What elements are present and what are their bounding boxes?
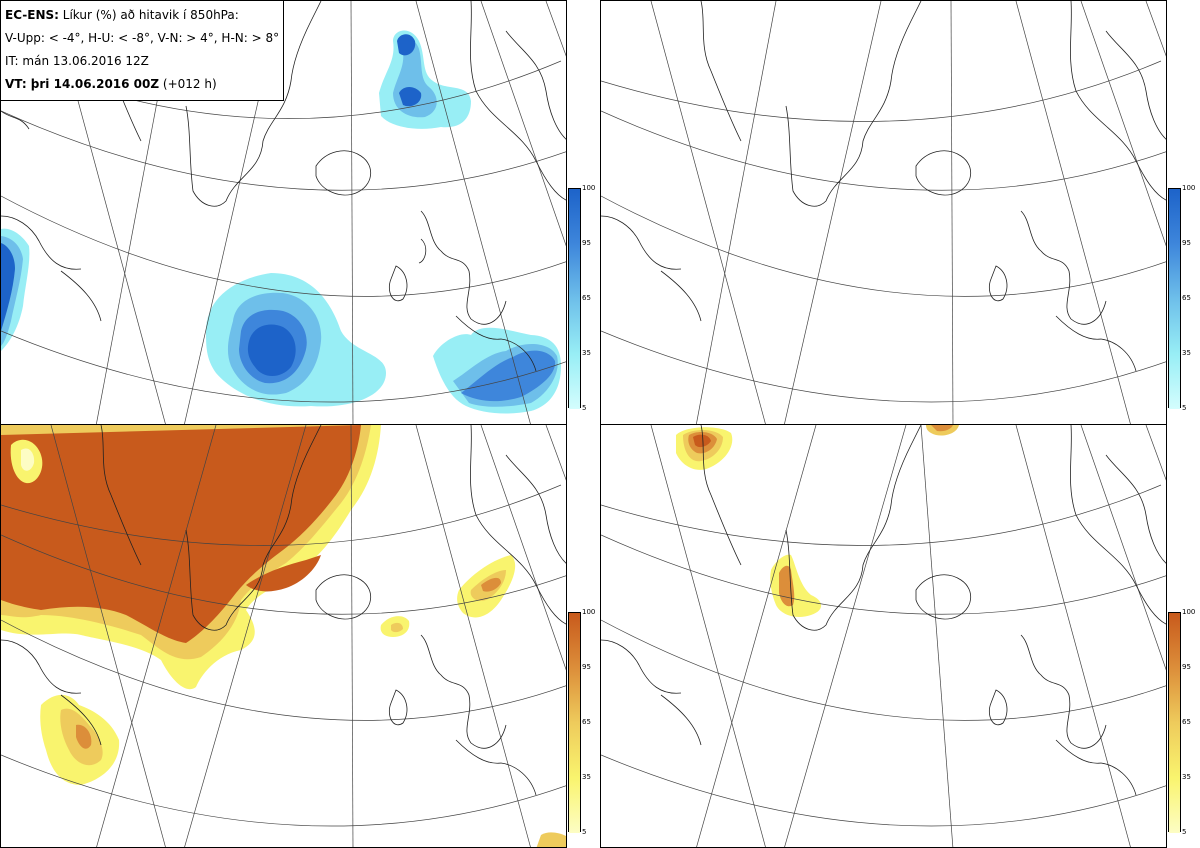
initial-time-text: IT: mán 13.06.2016 12Z (5, 54, 149, 68)
colorbar-segment (1169, 299, 1180, 354)
colorbar-segment (1169, 668, 1180, 723)
colorbar-label: 35 (1182, 349, 1191, 357)
map-info-box: EC-ENS: Líkur (%) að hitavik í 850hPa: V… (1, 1, 284, 101)
graticule (1, 1, 566, 424)
colorbar-label: 5 (582, 404, 587, 412)
map-panel-warm-4 (0, 424, 567, 848)
colorbar-segment (569, 723, 580, 778)
colorbar-segment (1169, 723, 1180, 778)
coastline (601, 1, 1166, 372)
colorbar-warm-right (1168, 612, 1181, 833)
colorbar-segment (1169, 778, 1180, 833)
valid-time-text: VT: þri 14.06.2016 00Z (5, 77, 160, 91)
colorbar-label: 95 (1182, 663, 1191, 671)
colorbar-cold-left (568, 188, 581, 409)
colorbar-segment (569, 244, 580, 299)
colorbar-segment (569, 778, 580, 833)
colorbar-label: 100 (1182, 184, 1196, 192)
colorbar-label: 35 (582, 773, 591, 781)
coastline (1, 425, 566, 796)
colorbar-cold-right (1168, 188, 1181, 409)
map-panel-warm-8 (600, 424, 1167, 848)
probability-field-warm (676, 425, 959, 617)
colorbar-segment (569, 189, 580, 244)
map-canvas (1, 425, 566, 847)
colorbar-segment (569, 668, 580, 723)
lead-time-text: (+012 h) (162, 77, 217, 91)
colorbar-label: 100 (582, 608, 596, 616)
colorbar-segment (569, 613, 580, 668)
map-canvas (1, 1, 566, 424)
colorbar-label: 95 (582, 239, 591, 247)
colorbar-label: 65 (582, 718, 591, 726)
colorbar-warm-left (568, 612, 581, 833)
graticule (601, 425, 1166, 847)
coastline (1, 1, 566, 372)
graticule (1, 425, 566, 847)
probability-field-cold (1, 30, 561, 414)
colorbar-label: 100 (1182, 608, 1196, 616)
colorbar-label: 95 (582, 663, 591, 671)
colorbar-label: 5 (1182, 828, 1187, 836)
colorbar-label: 65 (1182, 294, 1191, 302)
colorbar-label: 65 (582, 294, 591, 302)
colorbar-segment (1169, 613, 1180, 668)
colorbar-label: 35 (582, 349, 591, 357)
colorbar-segment (569, 354, 580, 409)
colorbar-label: 100 (582, 184, 596, 192)
colorbar-segment (1169, 354, 1180, 409)
description-text: Líkur (%) að hitavik í 850hPa: (62, 8, 239, 22)
model-label: EC-ENS: (5, 8, 59, 22)
map-canvas (601, 1, 1166, 424)
colorbar-label: 5 (582, 828, 587, 836)
colorbar-segment (1169, 189, 1180, 244)
colorbar-segment (1169, 244, 1180, 299)
coastline (601, 425, 1166, 796)
probability-field-warm (1, 425, 566, 847)
panels-legend-text: V-Upp: < -4°, H-U: < -8°, V-N: > 4°, H-N… (5, 31, 280, 45)
colorbar-label: 5 (1182, 404, 1187, 412)
colorbar-label: 65 (1182, 718, 1191, 726)
map-panel-cold-4: EC-ENS: Líkur (%) að hitavik í 850hPa: V… (0, 0, 567, 425)
graticule (601, 1, 1166, 424)
map-panel-cold-8 (600, 0, 1167, 425)
colorbar-label: 95 (1182, 239, 1191, 247)
map-canvas (601, 425, 1166, 847)
colorbar-label: 35 (1182, 773, 1191, 781)
colorbar-segment (569, 299, 580, 354)
